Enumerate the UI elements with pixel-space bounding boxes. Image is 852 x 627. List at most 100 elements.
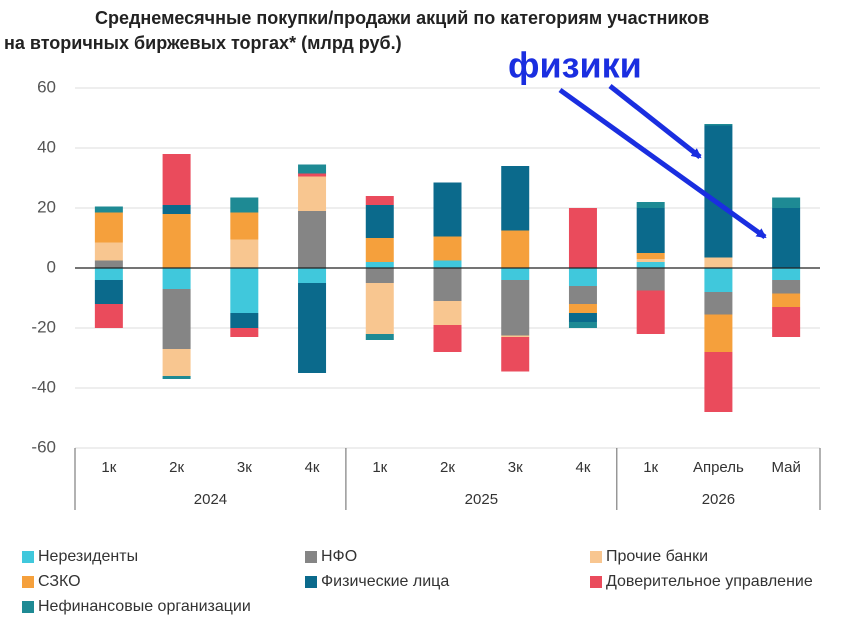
bar-segment [298,211,327,268]
bar-segment [365,283,394,334]
x-tick-label: 1к [101,459,116,476]
bar-segment [772,293,801,307]
bar-segment [94,260,123,268]
bar-segment [501,335,530,337]
bar-segment [230,197,259,213]
bar-segment [230,268,259,313]
bar-segment [772,208,801,268]
bar-segment [636,253,665,259]
x-tick-label: 4к [305,459,320,476]
bar-segment [365,262,394,268]
annotation: физики [508,45,642,86]
bar-segment [365,196,394,205]
bar-segment [568,286,597,304]
bar-segment [704,268,733,292]
bar-segment [433,268,462,301]
bar-segment [636,268,665,291]
bar-segment [704,125,733,258]
bar-segment [636,262,665,268]
bar-segment [772,268,801,280]
x-tick-label: 3к [237,459,252,476]
legend-label: Прочие банки [606,548,708,565]
bar-segment [433,236,462,261]
legend-label: Физические лица [321,573,449,590]
y-tick-label: -60 [31,437,56,456]
x-tick-label: Май [771,459,800,476]
bar-segment [162,205,191,214]
x-tick-label: 1к [643,459,658,476]
y-tick-label: 20 [37,197,56,216]
bar-segment [568,208,597,268]
plot: -60 -40 -20 0 20 40 60 1к 2к 3к 4к 1к 2к 3к 4к 1к Апрель… [22,77,821,615]
legend-swatch [590,576,602,588]
bar-segment [636,202,665,208]
y-tick-label: 0 [47,257,56,276]
bar-segment [772,197,801,208]
bar-segment [230,313,259,328]
bar-segment [298,173,327,177]
y-tick-label: 40 [37,137,56,156]
legend-label: Доверительное управление [606,573,813,590]
group-label: 2025 [465,491,498,508]
bar-segment [162,214,191,268]
x-tick-label: 1к [372,459,387,476]
bar-segment [704,257,733,268]
legend-swatch [22,576,34,588]
bar-segment [501,280,530,336]
bar-segment [94,268,123,280]
bar-segment [501,268,530,280]
bar-segment [298,283,327,373]
bar-segment [636,290,665,334]
bar-segment [162,154,191,205]
legend-swatch [22,551,34,563]
bar-segment [298,164,327,174]
bar-segment [162,376,191,379]
bar-segment [94,280,123,304]
bar-segment [772,280,801,294]
bar-segment [704,124,733,126]
bar-segment [298,176,327,211]
chart-title: на вторичных биржевых торгах* (млрд руб.… [4,33,402,53]
bar-segment [636,208,665,253]
bar-segment [94,206,123,213]
bar-segment [94,242,123,261]
bar-segment [568,304,597,313]
bar-segment [568,268,597,286]
group-label: 2026 [702,491,735,508]
bar-segment [365,334,394,340]
bar-segment [94,212,123,243]
bar-segment [704,292,733,315]
y-tick-label: -40 [31,377,56,396]
bar-segment [704,352,733,412]
y-tick-label: -20 [31,317,56,336]
x-tick-label: 4к [576,459,591,476]
legend-swatch [305,551,317,563]
bar-segment [568,322,597,328]
bar-segment [162,289,191,349]
arrow [608,84,702,159]
bar-segment [230,212,259,240]
bar-segment [568,313,597,322]
x-tick-label: Апрель [693,459,744,476]
x-tick-label: 2к [169,459,184,476]
group-label: 2024 [194,491,227,508]
legend-swatch [590,551,602,563]
bar-segment [298,268,327,283]
bar-segment [704,314,733,352]
bar-segment [433,325,462,352]
chart-title: Среднемесячные покупки/продажи акций по … [95,8,709,28]
bar-segment [230,328,259,337]
y-tick-label: 60 [37,77,56,96]
bar-segment [365,238,394,262]
legend-label: НФО [321,548,357,565]
bar-segment [433,301,462,325]
bar-segment [162,349,191,376]
bar-segment [636,259,665,262]
bar-segment [501,166,530,231]
bar-segment [772,307,801,337]
bar-segment [501,230,530,268]
legend-label: СЗКО [38,573,81,590]
x-tick-label: 3к [508,459,523,476]
x-tick-label: 2к [440,459,455,476]
